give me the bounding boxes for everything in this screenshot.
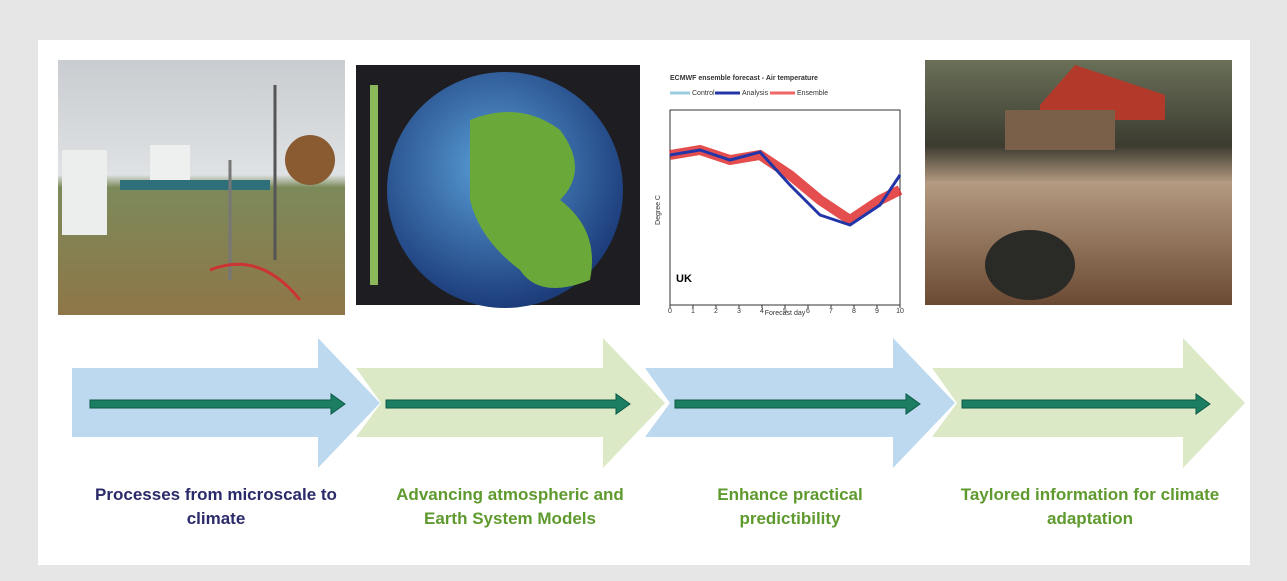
legend-label: Analysis (742, 90, 769, 97)
y-axis-label: Degree C (655, 195, 662, 225)
stage-label: Enhance practical (717, 485, 863, 504)
x-tick-label: 5 (783, 308, 787, 315)
photo-globe-model (356, 65, 640, 308)
stage-label: Taylored information for climate (961, 485, 1220, 504)
inner-arrow (89, 393, 346, 415)
stage-label: Advancing atmospheric and (396, 485, 624, 504)
x-tick-label: 4 (760, 308, 764, 315)
x-tick-label: 3 (737, 308, 741, 315)
x-tick-label: 9 (875, 308, 879, 315)
inner-arrow (385, 393, 631, 415)
stage-label: climate (187, 509, 246, 528)
stage-label: adaptation (1047, 509, 1133, 528)
x-tick-label: 1 (691, 308, 695, 315)
legend-label: Control (692, 90, 715, 97)
plot-title: ECMWF ensemble forecast - Air temperatur… (670, 75, 818, 82)
x-ticks: 0 1 2 3 4 5 6 7 8 9 10 (668, 305, 904, 315)
region-label: UK (676, 273, 692, 285)
inner-arrow (674, 393, 921, 415)
photo-flood (925, 60, 1232, 305)
x-axis-label: Forecast day (765, 310, 806, 317)
inner-arrow (961, 393, 1211, 415)
x-tick-label: 0 (668, 308, 672, 315)
x-tick-label: 6 (806, 308, 810, 315)
stage-label: Processes from microscale to (95, 485, 337, 504)
legend-label: Ensemble (797, 90, 828, 97)
x-tick-label: 8 (852, 308, 856, 315)
x-tick-label: 7 (829, 308, 833, 315)
stage-label: predictibility (739, 509, 841, 528)
stage-arrows: Processes from microscale to climate Advan… (72, 338, 1245, 528)
stage-label: Earth System Models (424, 509, 596, 528)
photo-field-station (58, 60, 345, 315)
forecast-plot: ECMWF ensemble forecast - Air temperatur… (650, 70, 905, 317)
x-tick-label: 2 (714, 308, 718, 315)
x-tick-label: 10 (896, 308, 904, 315)
